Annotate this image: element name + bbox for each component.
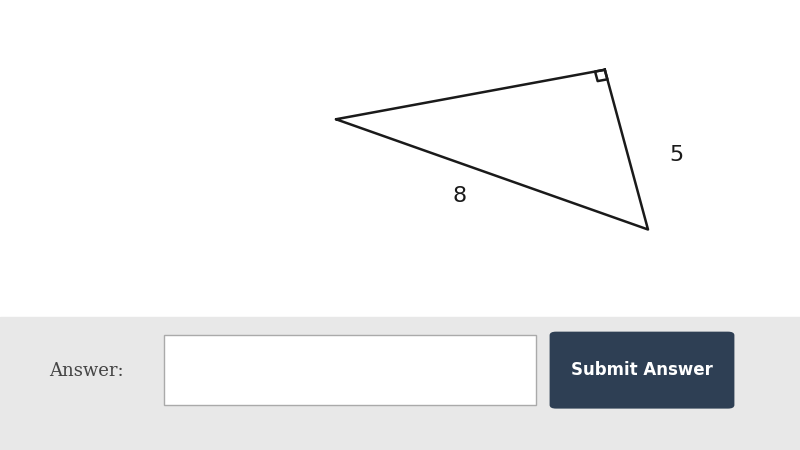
Bar [164, 335, 536, 405]
Text: Submit Answer: Submit Answer [571, 361, 713, 379]
Text: 5: 5 [669, 145, 683, 165]
Bar [0, 317, 800, 450]
FancyBboxPatch shape [550, 332, 734, 409]
Text: 8: 8 [453, 186, 467, 206]
Text: Answer:: Answer: [50, 362, 124, 380]
